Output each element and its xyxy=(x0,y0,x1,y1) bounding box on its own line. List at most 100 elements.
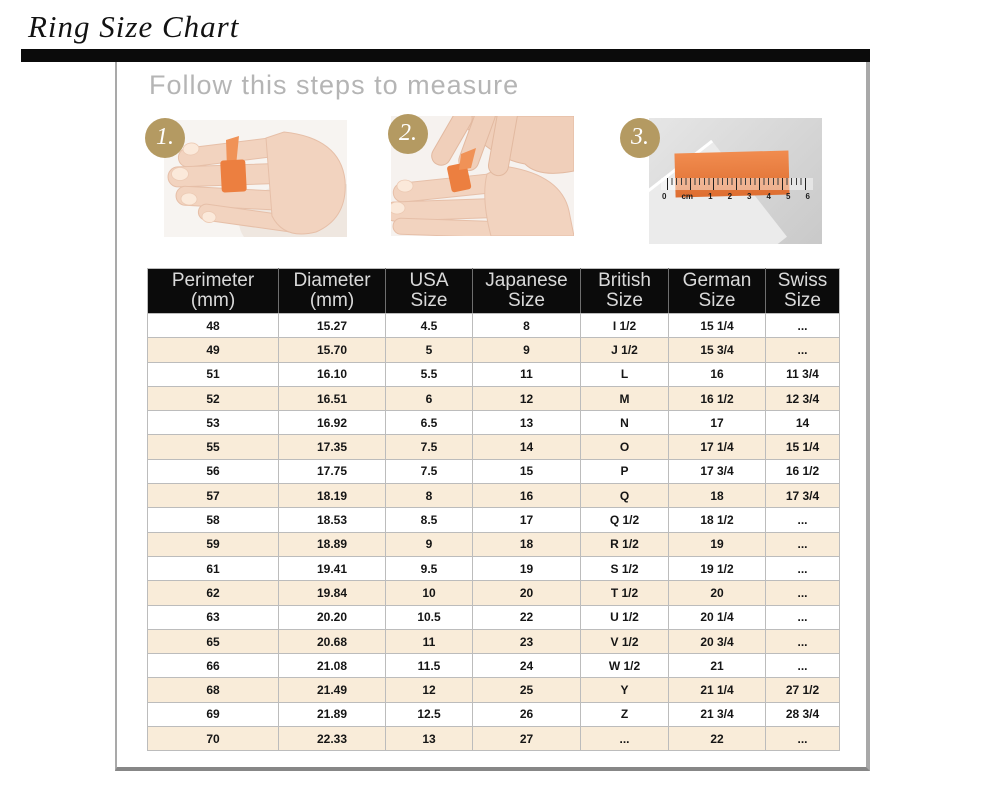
table-row: 66 21.08 11.5 24 W 1/2 21... xyxy=(147,653,840,679)
ruler-label: 4 xyxy=(766,192,771,201)
table-row: 68 21.49 12 25 Y 21 1/4 27 1/2 xyxy=(147,677,840,703)
table-cell: 16 1/2 xyxy=(765,458,840,485)
table-cell: 19 xyxy=(668,531,766,557)
ruler-label: 1 xyxy=(708,192,713,201)
ruler-label: cm xyxy=(681,192,694,201)
ruler-illustration: 0 cm 1 2 3 4 5 6 xyxy=(661,178,813,206)
table-cell: J 1/2 xyxy=(580,337,669,363)
table-cell: 53 xyxy=(147,410,279,436)
table-cell: Z xyxy=(580,701,669,728)
table-row: 56 17.75 7.5 15 P 17 3/4 16 1/2 xyxy=(147,458,840,485)
table-cell: N xyxy=(580,410,669,436)
table-cell: 6.5 xyxy=(385,410,473,436)
table-cell: 22 xyxy=(472,604,581,630)
title-divider-bar xyxy=(21,49,870,62)
table-cell: 20 3/4 xyxy=(668,628,766,655)
table-row: 52 16.51 6 12 M 16 1/2 12 3/4 xyxy=(147,385,840,412)
table-cell: U 1/2 xyxy=(580,604,669,630)
table-cell: 13 xyxy=(385,726,473,752)
table-cell: 52 xyxy=(147,385,279,412)
table-cell: T 1/2 xyxy=(580,580,669,606)
table-cell: 17.35 xyxy=(278,434,386,460)
table-cell: 9 xyxy=(472,337,581,363)
table-cell: 48 xyxy=(147,312,279,339)
table-cell: 12 xyxy=(472,385,581,412)
table-cell: 20 xyxy=(668,580,766,606)
table-cell: ... xyxy=(765,580,840,606)
table-cell: 17 xyxy=(472,507,581,533)
table-cell: 19 xyxy=(472,555,581,582)
table-row: 69 21.89 12.5 26 Z 21 3/4 28 3/4 xyxy=(147,701,840,728)
table-row: 65 20.68 11 23 V 1/2 20 3/4... xyxy=(147,628,840,655)
table-cell: 69 xyxy=(147,701,279,728)
table-cell: 9.5 xyxy=(385,555,473,582)
table-cell: 17 3/4 xyxy=(668,458,766,485)
table-cell: 49 xyxy=(147,337,279,363)
table-cell: 21 1/4 xyxy=(668,677,766,703)
table-row: 58 18.53 8.5 17 Q 1/2 18 1/2... xyxy=(147,507,840,533)
table-cell: 16 1/2 xyxy=(668,385,766,412)
table-cell: 17 xyxy=(668,410,766,436)
table-cell: 18 xyxy=(668,483,766,509)
table-cell: 21.08 xyxy=(278,653,386,679)
column-header: Perimeter (mm) xyxy=(147,268,279,314)
table-cell: P xyxy=(580,458,669,485)
hand-with-tape-illustration xyxy=(164,120,347,237)
table-cell: ... xyxy=(765,628,840,655)
table-row: 48 15.27 4.5 8 I 1/2 15 1/4... xyxy=(147,312,840,339)
table-cell: 20 xyxy=(472,580,581,606)
table-cell: 22 xyxy=(668,726,766,752)
table-cell: 12 3/4 xyxy=(765,385,840,412)
table-cell: 11.5 xyxy=(385,653,473,679)
table-cell: 11 xyxy=(385,628,473,655)
table-cell: V 1/2 xyxy=(580,628,669,655)
table-cell: 14 xyxy=(472,434,581,460)
table-cell: 56 xyxy=(147,458,279,485)
column-header: German Size xyxy=(668,268,766,314)
table-cell: ... xyxy=(765,507,840,533)
table-cell: 4.5 xyxy=(385,312,473,339)
table-cell: 8 xyxy=(385,483,473,509)
table-row: 55 17.35 7.5 14 O 17 1/4 15 1/4 xyxy=(147,434,840,460)
ruler-major-ticks xyxy=(667,178,808,190)
table-cell: 9 xyxy=(385,531,473,557)
page-title: Ring Size Chart xyxy=(28,9,240,44)
table-cell: 20.68 xyxy=(278,628,386,655)
table-cell: 15 1/4 xyxy=(668,312,766,339)
table-cell: ... xyxy=(765,312,840,339)
table-cell: 15.70 xyxy=(278,337,386,363)
table-row: 49 15.70 5 9 J 1/2 15 3/4... xyxy=(147,337,840,363)
table-cell: 14 xyxy=(765,410,840,436)
table-cell: 15 3/4 xyxy=(668,337,766,363)
table-cell: 18.19 xyxy=(278,483,386,509)
ruler-numbers: 0 cm 1 2 3 4 5 6 xyxy=(662,192,810,201)
table-cell: O xyxy=(580,434,669,460)
table-row: 61 19.41 9.5 19 S 1/2 19 1/2... xyxy=(147,555,840,582)
column-header: British Size xyxy=(580,268,669,314)
table-row: 62 19.84 10 20 T 1/2 20... xyxy=(147,580,840,606)
table-cell: ... xyxy=(765,653,840,679)
step-2-badge: 2. xyxy=(388,114,428,154)
table-cell: 16.51 xyxy=(278,385,386,412)
ruler-label: 5 xyxy=(786,192,791,201)
table-cell: ... xyxy=(765,531,840,557)
table-cell: 7.5 xyxy=(385,458,473,485)
table-cell: 10.5 xyxy=(385,604,473,630)
table-cell: 19.41 xyxy=(278,555,386,582)
table-cell: 15 xyxy=(472,458,581,485)
table-cell: 11 3/4 xyxy=(765,361,840,387)
table-cell: Y xyxy=(580,677,669,703)
table-cell: 23 xyxy=(472,628,581,655)
table-cell: Q xyxy=(580,483,669,509)
table-row: 70 22.33 13 27... 22... xyxy=(147,726,840,752)
steps-heading: Follow this steps to measure xyxy=(149,70,520,100)
table-cell: 59 xyxy=(147,531,279,557)
step-1-photo xyxy=(164,120,347,237)
table-cell: 10 xyxy=(385,580,473,606)
table-cell: 26 xyxy=(472,701,581,728)
table-cell: 57 xyxy=(147,483,279,509)
table-cell: 21.89 xyxy=(278,701,386,728)
table-cell: 16.92 xyxy=(278,410,386,436)
table-cell: 8.5 xyxy=(385,507,473,533)
table-cell: I 1/2 xyxy=(580,312,669,339)
